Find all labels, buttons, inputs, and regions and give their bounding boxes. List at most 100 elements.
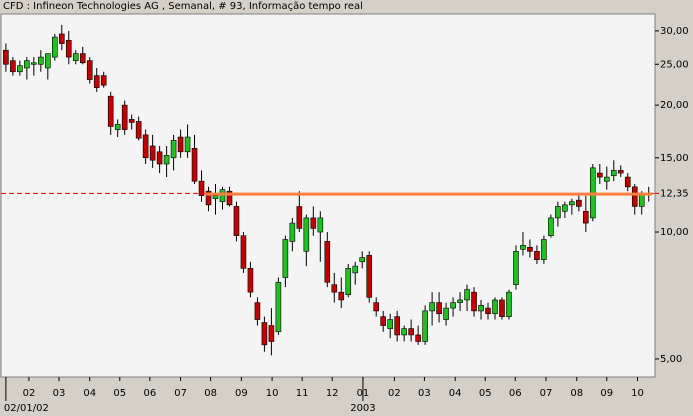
candle-body	[275, 281, 282, 333]
x-tick-label: 09	[600, 388, 613, 399]
candle-body	[359, 257, 366, 263]
candle-body	[408, 328, 414, 336]
candle-body	[31, 62, 37, 65]
price-label: 12,35	[660, 188, 689, 199]
candle-body	[541, 239, 547, 260]
candle-body	[3, 49, 9, 65]
y-tick-label: 10,00	[660, 227, 689, 238]
candle-body	[317, 217, 324, 233]
candle-body	[100, 75, 107, 86]
candle-body	[492, 299, 498, 315]
candle-body	[464, 289, 470, 301]
candle-body	[338, 291, 345, 301]
x-tick-label: 04	[449, 388, 462, 399]
candle-body	[366, 255, 373, 298]
candle-body	[576, 199, 582, 207]
candle-body	[205, 190, 212, 206]
candle-body	[429, 302, 435, 312]
candle-body	[310, 217, 317, 229]
candle-body	[107, 95, 114, 127]
x-tick-label: 10	[631, 388, 644, 399]
candle-body	[296, 206, 303, 229]
candle-body	[513, 251, 519, 285]
x-tick-label: 07	[540, 388, 553, 399]
candle-body	[212, 195, 219, 199]
x-tick-label: 02	[23, 388, 36, 399]
y-tick-label: 20,00	[660, 100, 689, 111]
candle-body	[597, 172, 603, 178]
x-major-label: 02/01/02	[4, 403, 49, 414]
candle-body	[457, 299, 463, 303]
candle-body	[93, 75, 100, 88]
x-tick-label: 09	[235, 388, 248, 399]
y-tick-label: 30,00	[660, 26, 689, 37]
candle-body	[527, 246, 533, 252]
chart-title: CFD : Infineon Technologies AG , Semanal…	[3, 1, 363, 12]
y-tick-label: 15,00	[660, 153, 689, 164]
x-tick-label: 08	[570, 388, 583, 399]
candle-body	[135, 121, 142, 139]
candle-body	[345, 268, 352, 296]
x-tick-label: 12	[326, 388, 339, 399]
candle-body	[583, 210, 589, 224]
candle-body	[373, 302, 380, 312]
candle-body	[261, 322, 268, 346]
x-tick-label: 03	[53, 388, 66, 399]
candle-body	[548, 217, 554, 237]
candle-body	[303, 217, 310, 252]
candle-body	[268, 325, 275, 342]
candle-body	[226, 190, 233, 206]
x-major-label: 2003	[350, 403, 375, 414]
candle-body	[282, 239, 289, 278]
candle-body	[394, 316, 400, 336]
candle-body	[191, 147, 198, 182]
candle-body	[534, 251, 540, 260]
candle-body	[471, 291, 477, 312]
candle-body	[72, 53, 79, 61]
candle-body	[520, 245, 526, 250]
candle-body	[79, 53, 86, 64]
x-tick-label: 11	[296, 388, 309, 399]
candle-body	[240, 235, 247, 269]
candle-body	[401, 328, 407, 336]
candle-body	[177, 136, 184, 153]
candle-body	[45, 53, 51, 69]
candle-body	[184, 136, 191, 153]
candle-body	[219, 189, 226, 203]
candle-body	[506, 291, 512, 317]
x-tick-label: 08	[204, 388, 217, 399]
candle-body	[331, 284, 338, 293]
y-tick-label: 5,00	[660, 354, 682, 365]
x-tick-label: 05	[479, 388, 492, 399]
candle-body	[254, 302, 261, 320]
candle-body	[610, 170, 617, 177]
x-tick-label: 06	[143, 388, 156, 399]
candle-body	[617, 170, 624, 174]
candle-body	[499, 299, 505, 317]
candle-body	[352, 265, 359, 274]
candle-body	[638, 193, 645, 207]
candle-body	[247, 268, 254, 293]
candle-body	[443, 307, 449, 320]
candle-body	[17, 65, 23, 73]
candle-body	[422, 310, 428, 342]
candle-body	[65, 39, 72, 58]
candle-body	[121, 104, 128, 130]
candle-body	[156, 151, 163, 165]
candle-body	[555, 206, 561, 219]
candle-body	[52, 36, 58, 58]
candle-body	[603, 176, 610, 182]
x-tick-label: 03	[418, 388, 431, 399]
candle-body	[142, 134, 149, 159]
candle-body	[38, 56, 44, 65]
candle-body	[324, 241, 331, 283]
x-tick-label: 04	[83, 388, 96, 399]
x-tick-label: 02	[388, 388, 401, 399]
candle-body	[24, 60, 30, 69]
candle-body	[198, 180, 205, 196]
candle-body	[114, 124, 121, 130]
candle-body	[128, 119, 135, 123]
x-tick-label: 05	[113, 388, 126, 399]
candle-body	[415, 334, 421, 342]
